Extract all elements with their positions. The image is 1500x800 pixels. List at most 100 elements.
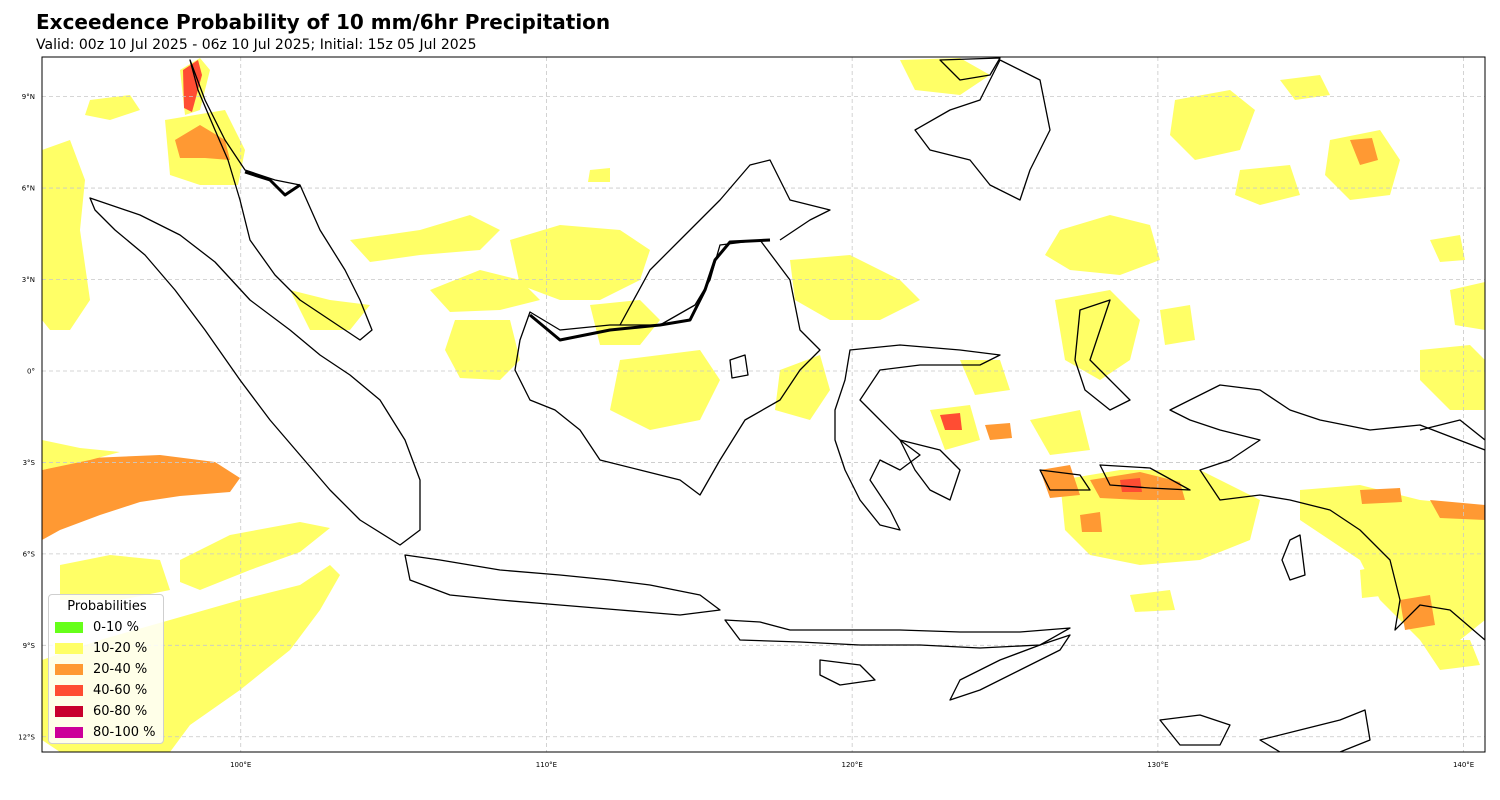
international-border xyxy=(529,238,771,342)
probability-patch xyxy=(430,270,540,312)
coastline xyxy=(619,159,831,326)
legend-item-80-100: 80-100 % xyxy=(55,724,156,740)
legend-swatch xyxy=(55,726,83,738)
probability-patch xyxy=(290,290,370,330)
probability-patch xyxy=(940,413,962,430)
probability-patch xyxy=(588,168,610,182)
legend-item-60-80: 60-80 % xyxy=(55,703,147,719)
probability-patch xyxy=(175,125,230,160)
probability-patch xyxy=(1300,485,1485,640)
probability-patch xyxy=(180,522,330,590)
probability-patch xyxy=(1055,290,1140,380)
probability-patch xyxy=(42,455,240,540)
probability-patch xyxy=(42,140,90,330)
coastline xyxy=(1259,709,1371,752)
coastline xyxy=(729,354,749,379)
latitude-tick-labels: 9°N 6°N 3°N 0° 3°S 6°S 9°S 12°S xyxy=(18,93,35,741)
international-border xyxy=(244,170,301,197)
coastline xyxy=(939,57,1001,81)
legend-label: 80-100 % xyxy=(93,724,156,740)
longitude-tick-label: 130°E xyxy=(1147,761,1168,769)
legend-title: Probabilities xyxy=(67,599,147,614)
probability-patch xyxy=(985,423,1012,440)
legend-label: 10-20 % xyxy=(93,640,148,656)
legend-swatch xyxy=(55,621,83,633)
legend-swatch xyxy=(55,642,83,654)
legend-swatch xyxy=(55,663,83,675)
coastline xyxy=(1074,299,1131,411)
latitude-tick-label: 9°N xyxy=(22,93,35,101)
legend-label: 0-10 % xyxy=(93,619,139,635)
map-title: Exceedence Probability of 10 mm/6hr Prec… xyxy=(36,10,611,34)
legend-swatch xyxy=(55,705,83,717)
latitude-tick-label: 3°N xyxy=(22,276,35,284)
probability-patch xyxy=(42,440,120,470)
legend-label: 40-60 % xyxy=(93,682,148,698)
legend-label: 60-80 % xyxy=(93,703,148,719)
probability-patch xyxy=(1420,345,1485,410)
coastline xyxy=(834,344,1001,531)
legend-item-0-10: 0-10 % xyxy=(55,619,139,635)
longitude-tick-label: 100°E xyxy=(230,761,251,769)
coastline xyxy=(404,554,721,616)
coastline xyxy=(1419,419,1485,441)
probability-patch xyxy=(60,555,170,600)
longitude-tick-labels: 100°E 110°E 120°E 130°E 140°E xyxy=(230,761,1474,769)
probability-patch xyxy=(1430,500,1485,520)
probability-patch xyxy=(183,60,202,112)
probability-patch xyxy=(1450,282,1485,330)
legend-item-20-40: 20-40 % xyxy=(55,661,147,677)
probability-patch xyxy=(1030,410,1090,455)
probability-patch xyxy=(445,320,520,380)
coastline xyxy=(1169,384,1485,641)
latitude-tick-label: 0° xyxy=(27,367,35,375)
probability-patch xyxy=(1400,595,1435,630)
map-subtitle: Valid: 00z 10 Jul 2025 - 06z 10 Jul 2025… xyxy=(36,37,477,53)
longitude-tick-label: 110°E xyxy=(536,761,557,769)
probability-patch xyxy=(1350,138,1378,165)
latitude-tick-label: 12°S xyxy=(18,733,35,741)
probability-patch xyxy=(610,350,720,430)
probability-patch xyxy=(85,95,140,120)
probability-patch xyxy=(775,355,830,420)
probability-patch xyxy=(1420,640,1480,670)
probability-patch xyxy=(510,225,650,300)
coastline xyxy=(899,439,961,501)
probability-patch xyxy=(1130,590,1175,612)
coastline xyxy=(819,659,876,686)
probability-patch xyxy=(350,215,500,262)
probability-patch xyxy=(1360,488,1402,504)
probability-patch xyxy=(900,58,990,95)
probability-patch xyxy=(1170,90,1255,160)
coastline xyxy=(914,59,1051,201)
map-frame xyxy=(41,56,1486,753)
longitude-tick-label: 120°E xyxy=(842,761,863,769)
coastline xyxy=(1281,534,1306,581)
probability-patch xyxy=(590,300,660,345)
probability-patch xyxy=(1325,130,1400,200)
probability-patch xyxy=(1120,478,1142,492)
longitude-tick-label: 140°E xyxy=(1453,761,1474,769)
coastline xyxy=(189,59,373,341)
gridlines xyxy=(42,57,1485,752)
coastline xyxy=(1039,469,1091,491)
coastline xyxy=(1099,464,1191,491)
legend-label: 20-40 % xyxy=(93,661,148,677)
latitude-tick-label: 9°S xyxy=(23,642,36,650)
coastline xyxy=(949,634,1071,701)
probability-patch xyxy=(790,255,920,320)
latitude-tick-label: 6°S xyxy=(23,550,36,558)
coastline xyxy=(724,619,1071,649)
legend-item-10-20: 10-20 % xyxy=(55,640,147,656)
coastline xyxy=(89,197,421,546)
probability-patch xyxy=(1160,305,1195,345)
legend: Probabilities 0-10 % 10-20 % 20-40 % 40-… xyxy=(48,594,164,744)
probability-patch xyxy=(1360,565,1390,598)
probability-patch xyxy=(960,360,1010,395)
coastlines-and-borders xyxy=(89,57,1485,752)
coastline xyxy=(514,239,821,496)
latitude-tick-label: 3°S xyxy=(23,459,36,467)
legend-swatch xyxy=(55,684,83,696)
probability-patch xyxy=(1235,165,1300,205)
